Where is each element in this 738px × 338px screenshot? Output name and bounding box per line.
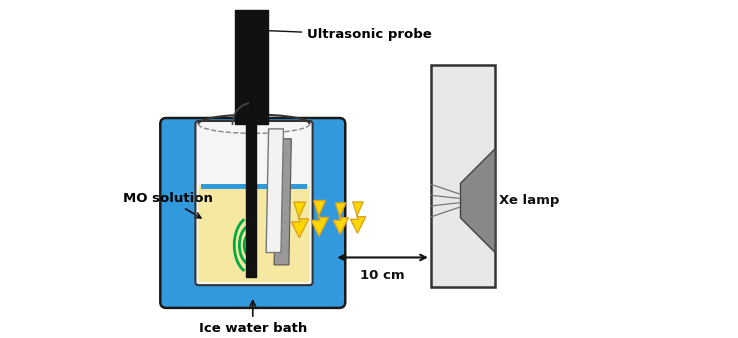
Text: Xe lamp: Xe lamp bbox=[499, 194, 559, 207]
Bar bbox=[431, 65, 495, 287]
Polygon shape bbox=[461, 149, 495, 252]
Polygon shape bbox=[274, 139, 292, 265]
Polygon shape bbox=[292, 202, 308, 238]
Polygon shape bbox=[311, 200, 328, 236]
Text: MO solution: MO solution bbox=[123, 192, 213, 218]
FancyBboxPatch shape bbox=[196, 121, 313, 285]
Bar bbox=[235, 10, 268, 124]
Text: Ice water bath: Ice water bath bbox=[199, 301, 307, 335]
Bar bbox=[246, 121, 256, 277]
FancyBboxPatch shape bbox=[199, 185, 310, 282]
FancyBboxPatch shape bbox=[160, 118, 345, 308]
Bar bbox=[201, 184, 307, 189]
Text: Ultrasonic probe: Ultrasonic probe bbox=[255, 28, 432, 42]
Polygon shape bbox=[351, 202, 366, 233]
Polygon shape bbox=[266, 129, 283, 252]
Text: 10 cm: 10 cm bbox=[360, 269, 404, 282]
Polygon shape bbox=[333, 203, 348, 234]
